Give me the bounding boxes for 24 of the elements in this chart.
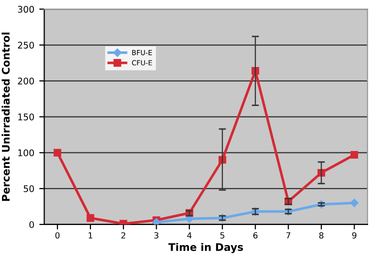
x-tick-label: 7: [286, 232, 290, 238]
y-tick-label: 250: [18, 42, 34, 49]
x-tick-label: 5: [220, 232, 224, 239]
y-tick-label: 0: [29, 221, 34, 228]
point: [350, 151, 358, 159]
y-tick-label: 150: [18, 114, 34, 120]
x-tick-label: 3: [154, 232, 158, 239]
x-axis-title: Time in Days: [168, 242, 243, 254]
x-tick-label: 8: [319, 232, 324, 239]
point: [350, 198, 358, 208]
point: [54, 148, 62, 157]
x-tick-label: 6: [253, 232, 258, 239]
y-tick-label: 300: [18, 6, 34, 13]
x-tick-label: 0: [55, 232, 60, 239]
x-tick-label: 4: [187, 232, 192, 238]
point: [185, 214, 194, 223]
x-tick-label: 9: [352, 232, 356, 239]
x-tick-label: 1: [88, 232, 92, 238]
y-tick-label: 200: [18, 78, 34, 84]
x-tick-label: 2: [121, 232, 126, 238]
y-tick-label: 50: [24, 185, 34, 192]
y-axis-title: Percent Unirradiated Control: [2, 32, 10, 201]
y-tick-label: 100: [18, 149, 34, 156]
point: [86, 214, 94, 222]
